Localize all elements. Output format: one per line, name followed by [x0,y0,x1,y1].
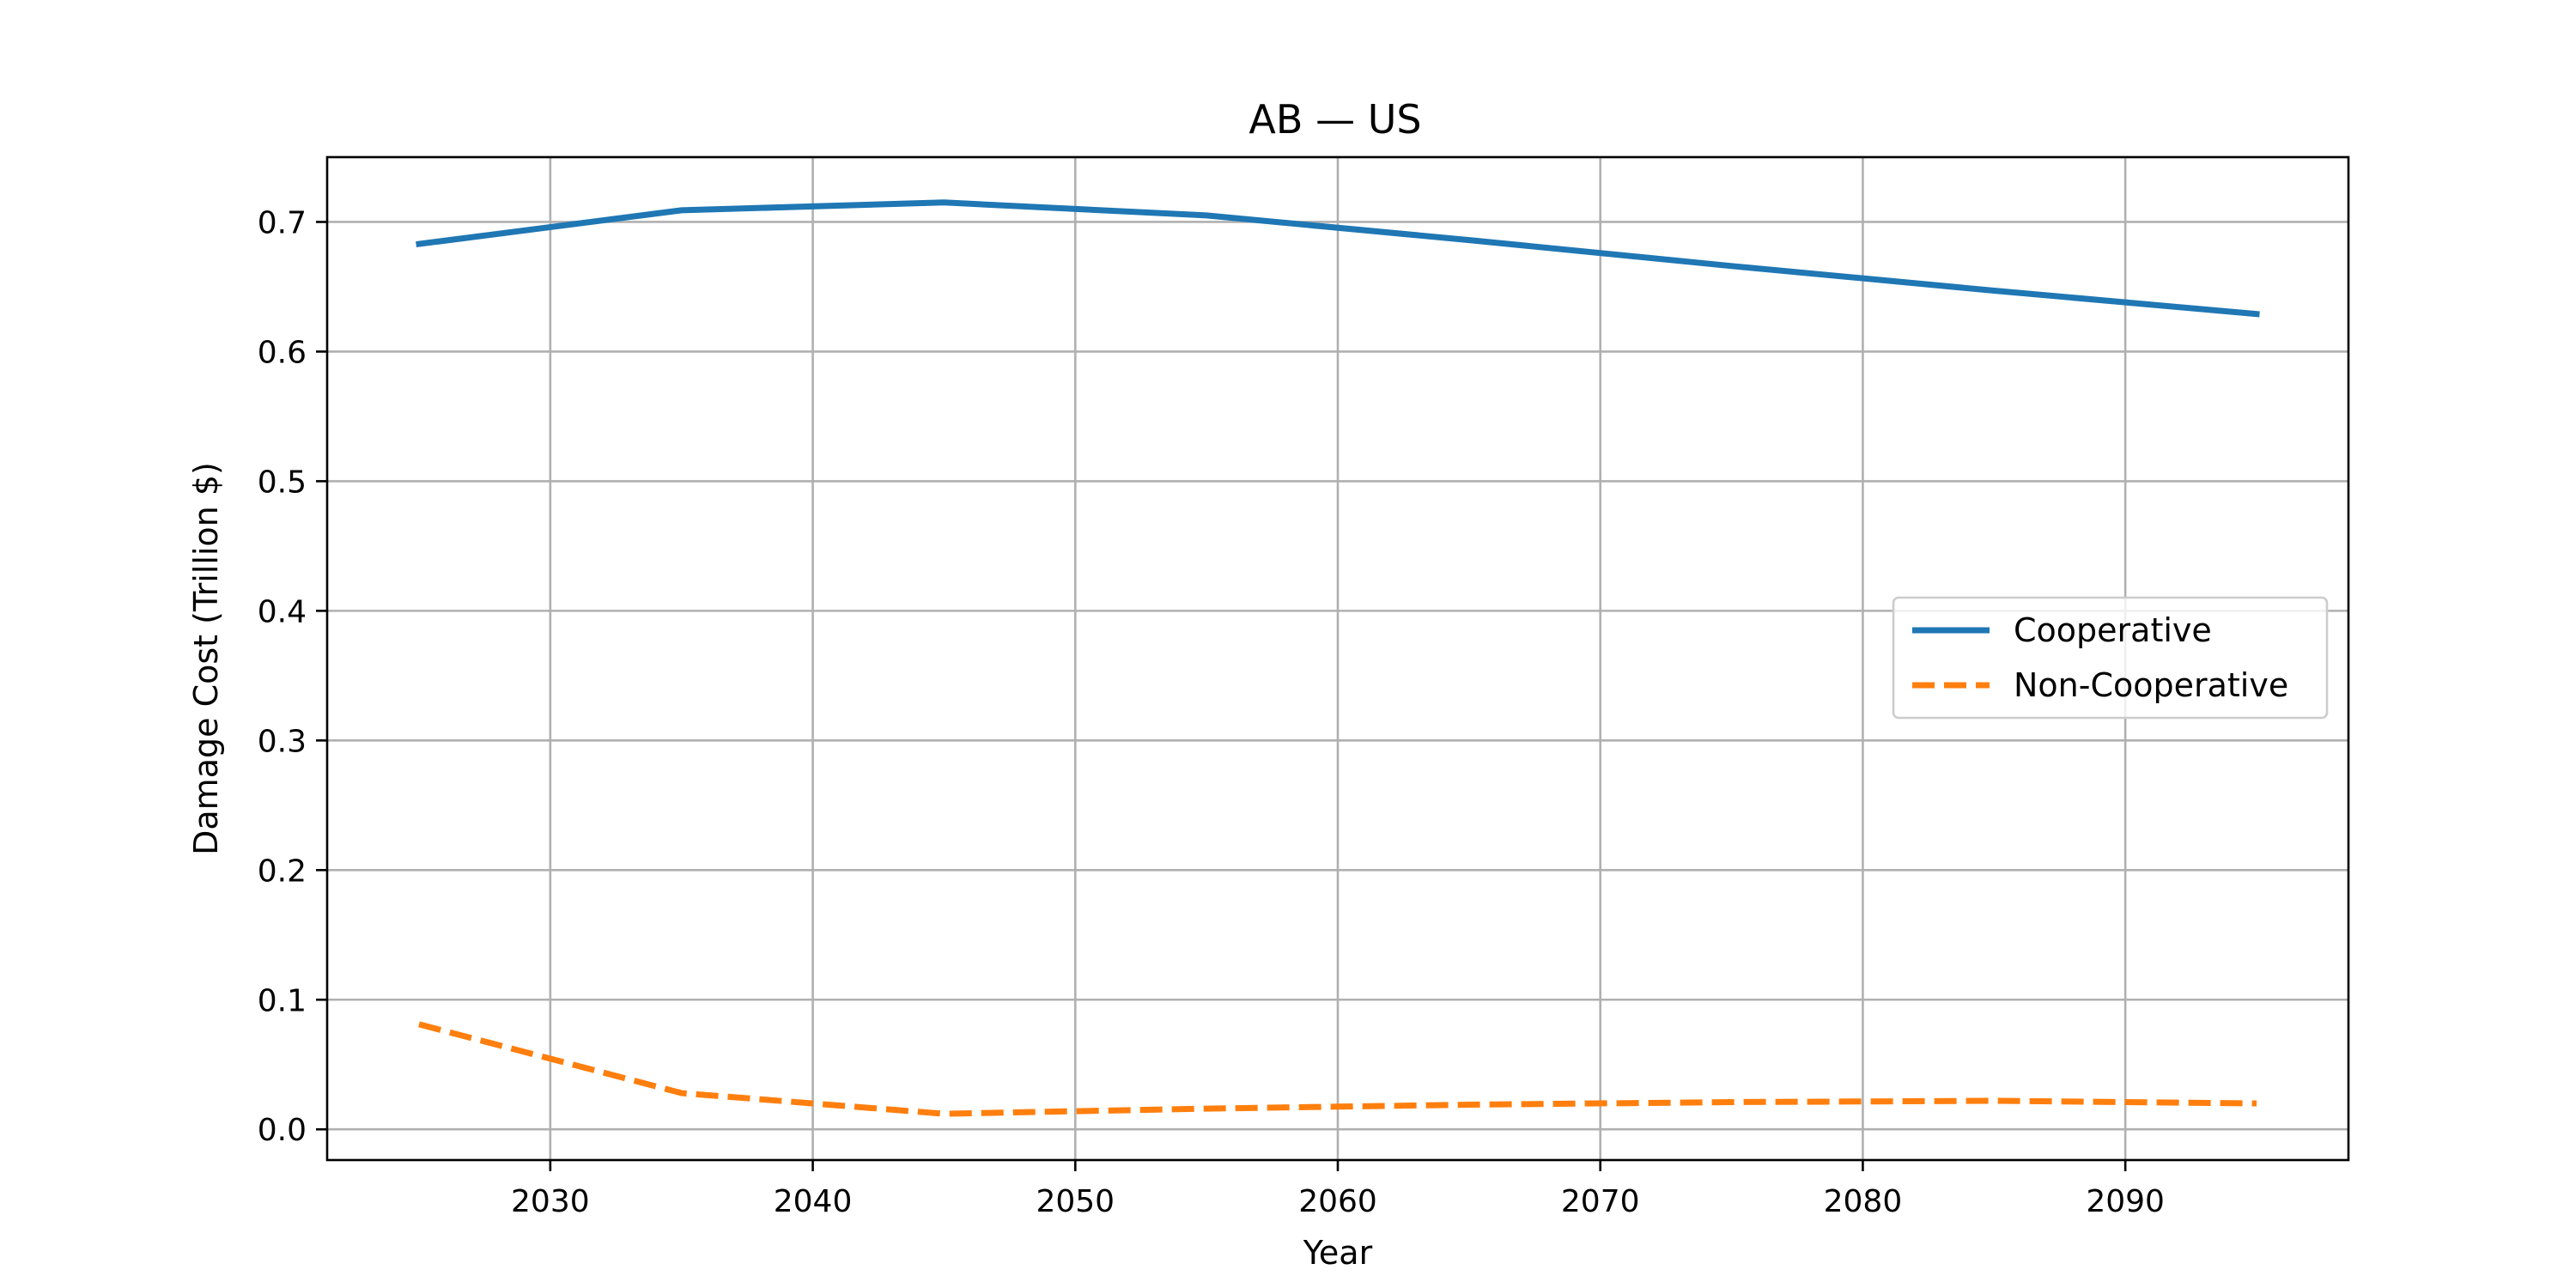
legend-label: Non-Cooperative [2014,666,2288,704]
y-tick-label: 0.5 [258,465,307,500]
x-tick-label: 2080 [1824,1184,1903,1219]
x-tick-label: 2030 [511,1184,590,1219]
y-tick-label: 0.7 [258,205,307,240]
grid-lines [327,157,2348,1160]
legend: Cooperative Non-Cooperative [1892,596,2329,720]
y-tick-label: 0.4 [258,594,307,629]
y-tick-label: 0.0 [258,1113,307,1148]
y-tick-label: 0.2 [258,854,307,889]
x-tick-label: 2050 [1036,1184,1115,1219]
y-tick-label: 0.6 [258,335,307,370]
series-lines [416,199,2260,1117]
x-axis-label: Year [1303,1234,1373,1272]
x-tick-label: 2040 [774,1184,853,1219]
y-tick-label: 0.3 [258,724,307,759]
series-line-non-cooperative [418,1021,2257,1117]
x-tick-label: 2070 [1561,1184,1640,1219]
x-tick-label: 2090 [2086,1184,2165,1219]
y-axis: 0.0 0.1 0.2 0.3 0.4 0.5 0.6 0.7 [258,205,327,1148]
chart-title: AB — US [1249,96,1421,143]
series-line-cooperative [416,199,2260,318]
legend-label: Cooperative [2014,611,2212,649]
x-tick-label: 2060 [1298,1184,1377,1219]
legend-box [1892,596,2329,720]
y-axis-label: Damage Cost (Trillion $) [187,462,225,855]
y-tick-label: 0.1 [258,983,307,1018]
x-axis: 2030 2040 2050 2060 2070 2080 2090 [511,1160,2165,1219]
